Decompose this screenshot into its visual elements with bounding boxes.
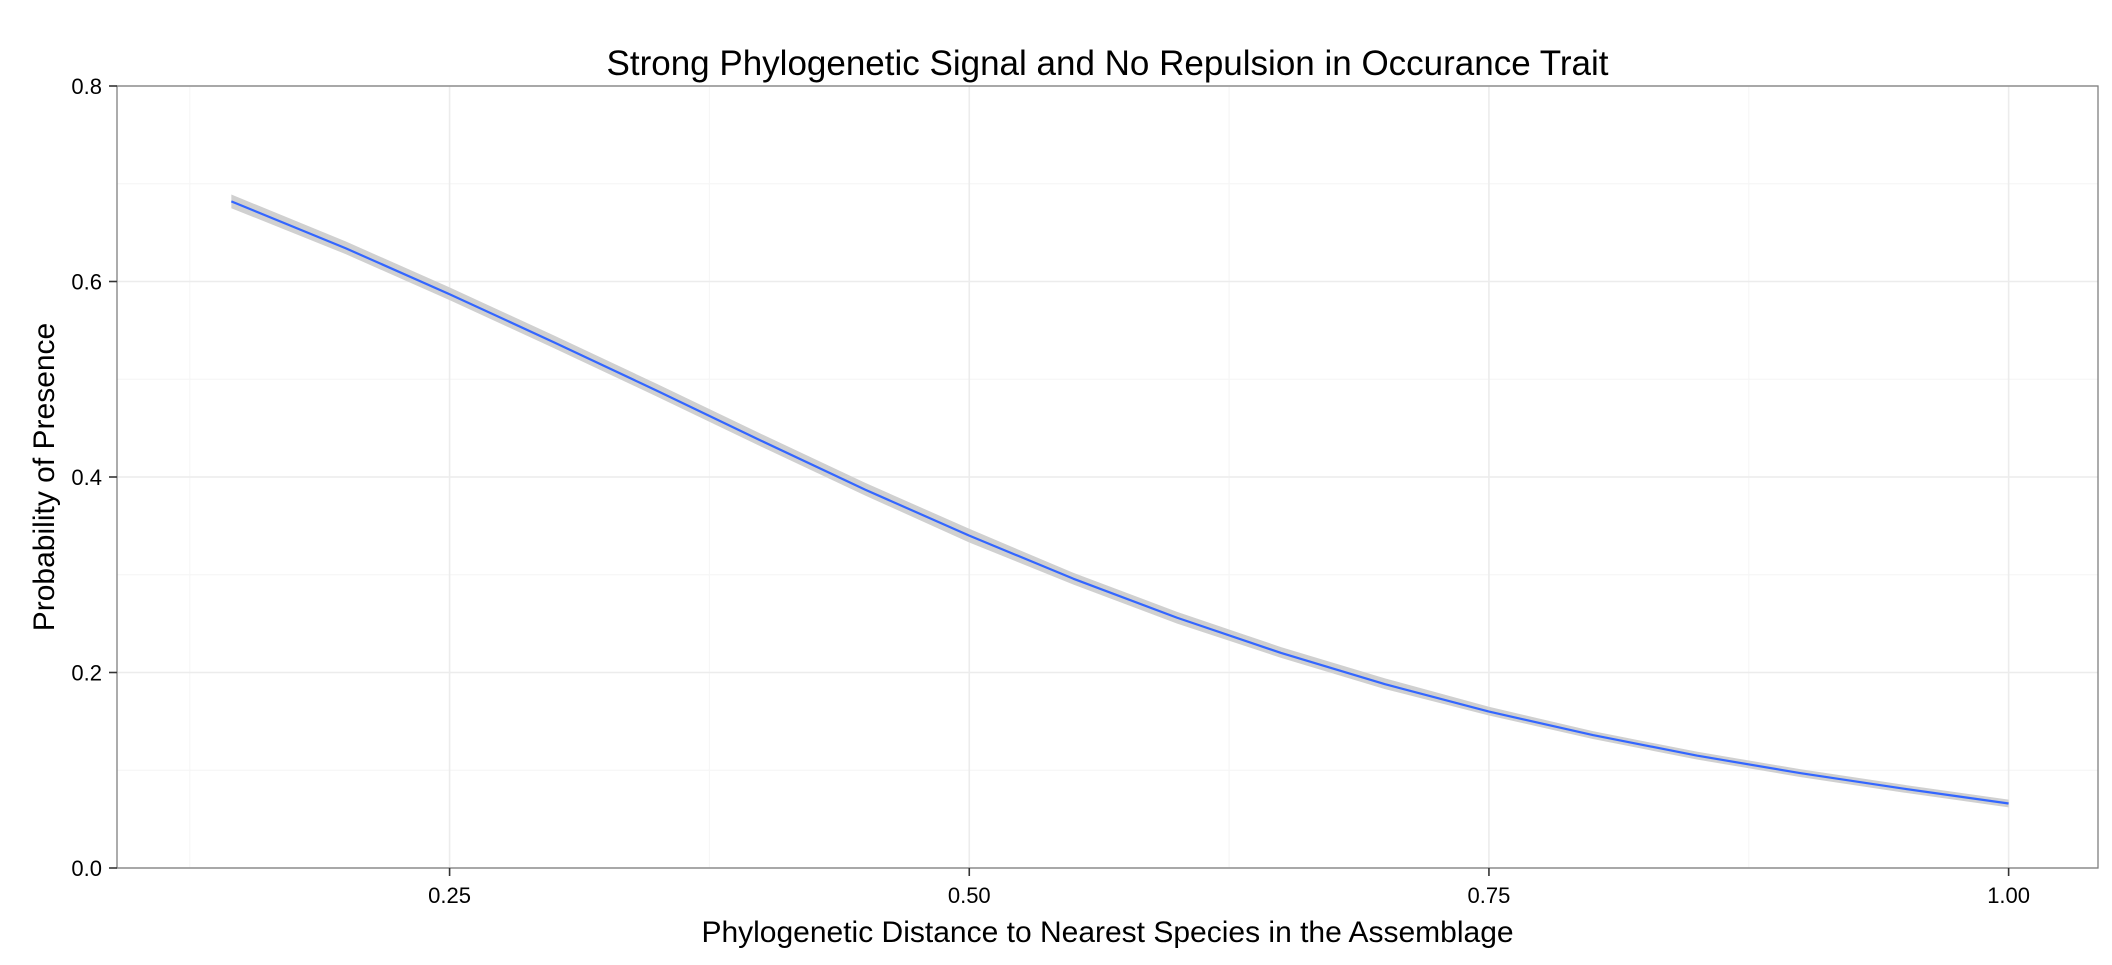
fitted-line	[230, 200, 2009, 805]
axis-layer: 0.25 0.50 0.75 1.00 0.0 0.2 0.4 0.6 0.8	[71, 74, 2030, 908]
grid-layer	[117, 85, 2098, 869]
data-layer	[230, 194, 2009, 808]
y-tick-label: 0.4	[71, 465, 102, 490]
chart-title: Strong Phylogenetic Signal and No Repuls…	[607, 44, 1609, 83]
confidence-ribbon	[231, 194, 2009, 808]
y-tick-label: 0.6	[71, 270, 102, 295]
x-tick-label: 1.00	[1987, 883, 2030, 908]
x-tick-label: 0.50	[948, 883, 991, 908]
x-axis-title: Phylogenetic Distance to Nearest Species…	[701, 916, 1513, 949]
y-tick-label: 0.2	[71, 661, 102, 686]
y-axis-title: Probability of Presence	[28, 323, 61, 632]
y-tick-label: 0.8	[71, 74, 102, 99]
x-tick-label: 0.75	[1468, 883, 1511, 908]
y-tick-label: 0.0	[71, 856, 102, 881]
x-tick-label: 0.25	[428, 883, 471, 908]
